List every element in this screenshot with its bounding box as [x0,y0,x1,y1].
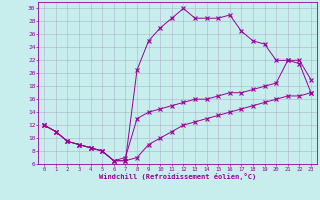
X-axis label: Windchill (Refroidissement éolien,°C): Windchill (Refroidissement éolien,°C) [99,173,256,180]
